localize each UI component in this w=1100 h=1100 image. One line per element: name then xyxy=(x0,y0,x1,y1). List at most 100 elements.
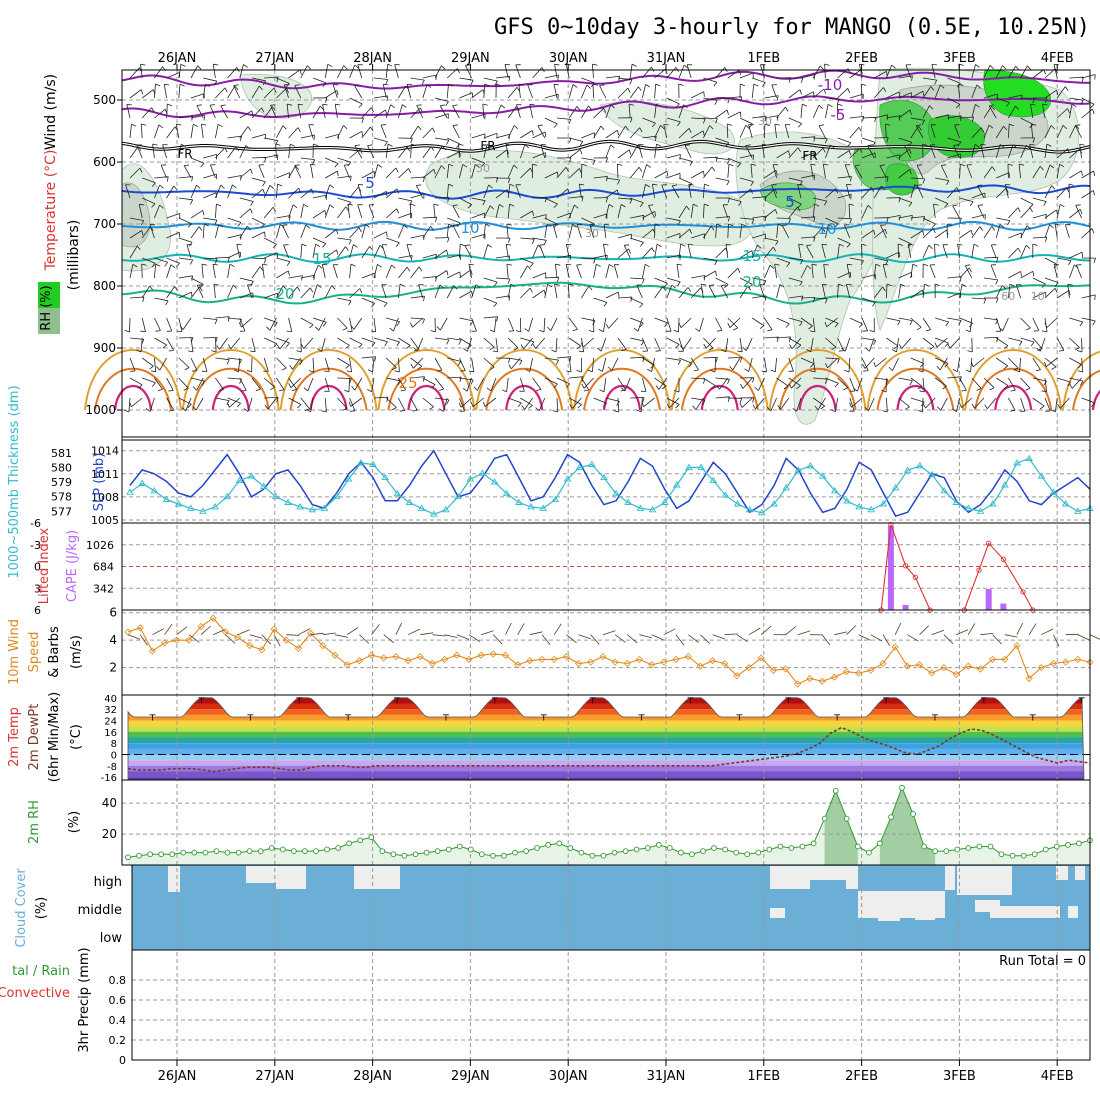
wind-barb-flag xyxy=(197,284,203,286)
wind-barb xyxy=(1077,634,1090,641)
wind-barb xyxy=(349,288,361,299)
wind-barb xyxy=(537,125,546,139)
wind-barb-flag xyxy=(1010,409,1016,412)
wind-barb xyxy=(605,104,612,119)
wind-barb-flag xyxy=(655,83,661,87)
wind-barb xyxy=(300,337,302,353)
wind-barb-flag xyxy=(809,330,815,333)
wind-barb xyxy=(812,227,823,239)
wind-barb-flag xyxy=(385,191,388,197)
wind-barb xyxy=(605,397,620,402)
isotherm-line xyxy=(121,184,1091,200)
wind-barb xyxy=(593,125,602,139)
wind-barb-flag xyxy=(164,83,170,86)
wind-barb xyxy=(654,377,667,387)
wind-barb-flag xyxy=(1042,103,1048,106)
wind-barb xyxy=(964,265,973,279)
wind-barb xyxy=(434,97,449,102)
wind-barb-flag xyxy=(566,243,572,246)
wind-barb xyxy=(518,84,521,99)
wind-barb-flag xyxy=(873,229,876,236)
wind-barb xyxy=(483,83,486,99)
wind-barb xyxy=(581,377,590,391)
wind-barb-flag xyxy=(317,348,322,352)
wind-barb xyxy=(1069,170,1082,179)
wind-barb xyxy=(603,224,607,239)
wind-barb xyxy=(154,297,169,302)
wind-barb-flag xyxy=(886,283,892,287)
wind-barb xyxy=(1067,284,1070,299)
wind-barb-flag xyxy=(448,163,454,167)
lifted-index-axis-label: Lifted Index xyxy=(37,527,52,604)
wind-barb-flag xyxy=(621,349,627,352)
wind-barb xyxy=(1045,357,1058,368)
wind-barb-flag xyxy=(1015,105,1020,111)
wind-barb xyxy=(1057,377,1071,383)
wind-barb xyxy=(844,224,851,239)
wind-barb-flag xyxy=(568,119,572,125)
wind-barb xyxy=(410,376,425,379)
wind-barb-flag xyxy=(184,367,190,371)
panel-frame xyxy=(121,609,1091,696)
wind-barb xyxy=(642,164,647,179)
wind-barb-flag xyxy=(628,248,631,254)
wind-barb xyxy=(288,144,291,159)
wind-barb xyxy=(446,164,450,179)
wind-barb-flag xyxy=(977,184,983,187)
thickness-point xyxy=(332,492,341,500)
wind-barb-flag xyxy=(959,376,962,382)
wind-barb-flag xyxy=(663,283,668,288)
wind-barb xyxy=(1032,317,1040,331)
isotherm-30-arch xyxy=(974,367,1053,411)
wind-barb xyxy=(178,115,193,119)
wind-barb xyxy=(270,105,277,119)
wind-barb xyxy=(861,357,869,371)
wind-barb xyxy=(1069,357,1082,365)
wind-barb-flag xyxy=(176,330,183,332)
wind-barb xyxy=(898,215,913,219)
wind-barb-flag xyxy=(739,398,743,404)
wind-barb-flag xyxy=(917,164,923,166)
wind-barb xyxy=(227,67,238,79)
wind-speed-point xyxy=(708,657,717,665)
isotherm-25-arch xyxy=(83,349,182,411)
wind-barb xyxy=(934,229,947,239)
wind-barb xyxy=(826,317,838,328)
wind-barb xyxy=(691,377,706,380)
wind-barb xyxy=(1056,204,1061,219)
thickness-point xyxy=(1037,472,1046,479)
wind-barb xyxy=(971,104,976,119)
wind-barb xyxy=(591,64,594,79)
wind-barb xyxy=(1074,125,1082,139)
wind-barb-flag xyxy=(574,204,579,209)
wind-barb xyxy=(638,144,643,159)
wind-barb xyxy=(986,397,997,410)
wind-barb-flag xyxy=(897,243,904,246)
wind-barb-flag xyxy=(586,84,591,89)
wind-barb xyxy=(398,357,400,373)
wind-barb-flag xyxy=(344,389,350,393)
rh2m-point xyxy=(279,846,286,853)
contour-label: 20 xyxy=(742,273,761,291)
wind-barb xyxy=(935,337,949,344)
wind-speed-point xyxy=(976,665,984,673)
wind-barb-flag xyxy=(751,250,754,256)
wind-barb-flag xyxy=(457,361,462,366)
wind-barb-flag xyxy=(192,406,197,411)
wind-barb-flag xyxy=(259,266,264,271)
lifted-index-point xyxy=(888,521,894,528)
thickness-point xyxy=(272,492,280,500)
wind-barb xyxy=(1044,209,1057,219)
panel-frame xyxy=(131,949,1091,1061)
wind-barb-flag xyxy=(1013,367,1019,371)
wind-barb xyxy=(739,217,754,220)
wind-barb-flag xyxy=(151,382,156,387)
thickness-point xyxy=(551,495,560,503)
wind-barb-flag xyxy=(807,265,812,270)
wind-barb-flag xyxy=(527,265,531,270)
wind-barb xyxy=(154,257,168,263)
wind-barb xyxy=(178,84,181,99)
wind-barb xyxy=(196,105,204,119)
wind-barb xyxy=(617,397,620,413)
wind-barb xyxy=(349,357,352,372)
